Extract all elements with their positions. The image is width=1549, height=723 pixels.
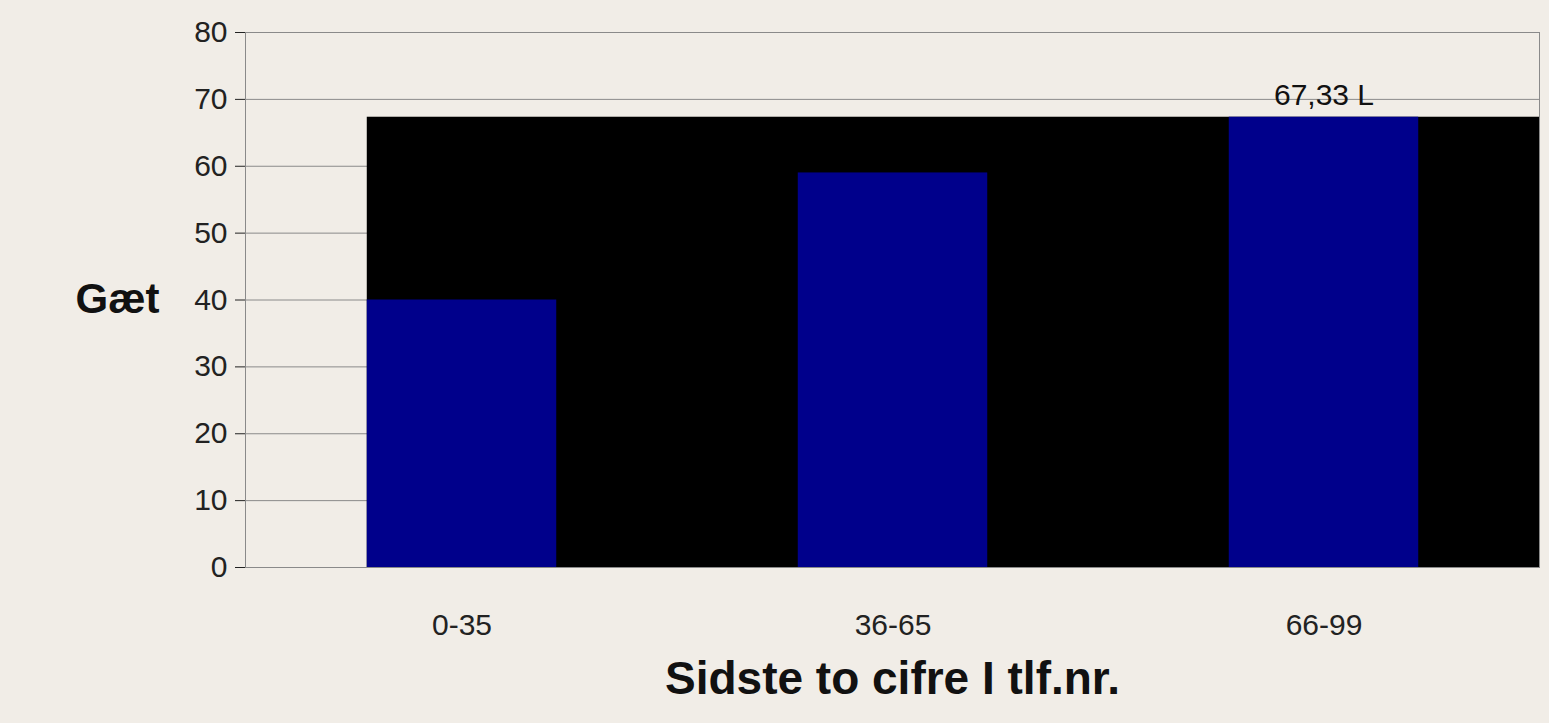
svg-text:80: 80 [194,15,227,48]
svg-text:60: 60 [194,149,227,182]
svg-text:0: 0 [211,550,228,583]
svg-text:20: 20 [194,416,227,449]
svg-text:Sidste to cifre I tlf.nr.: Sidste to cifre I tlf.nr. [665,652,1120,704]
svg-text:50: 50 [194,216,227,249]
svg-text:Gæt: Gæt [76,275,160,322]
svg-text:0-35: 0-35 [432,608,492,641]
svg-text:66-99: 66-99 [1286,608,1363,641]
svg-text:40: 40 [194,283,227,316]
svg-text:36-65: 36-65 [855,608,932,641]
svg-text:10: 10 [194,483,227,516]
svg-text:67,33 L: 67,33 L [1274,78,1374,111]
svg-text:70: 70 [194,82,227,115]
svg-text:30: 30 [194,349,227,382]
